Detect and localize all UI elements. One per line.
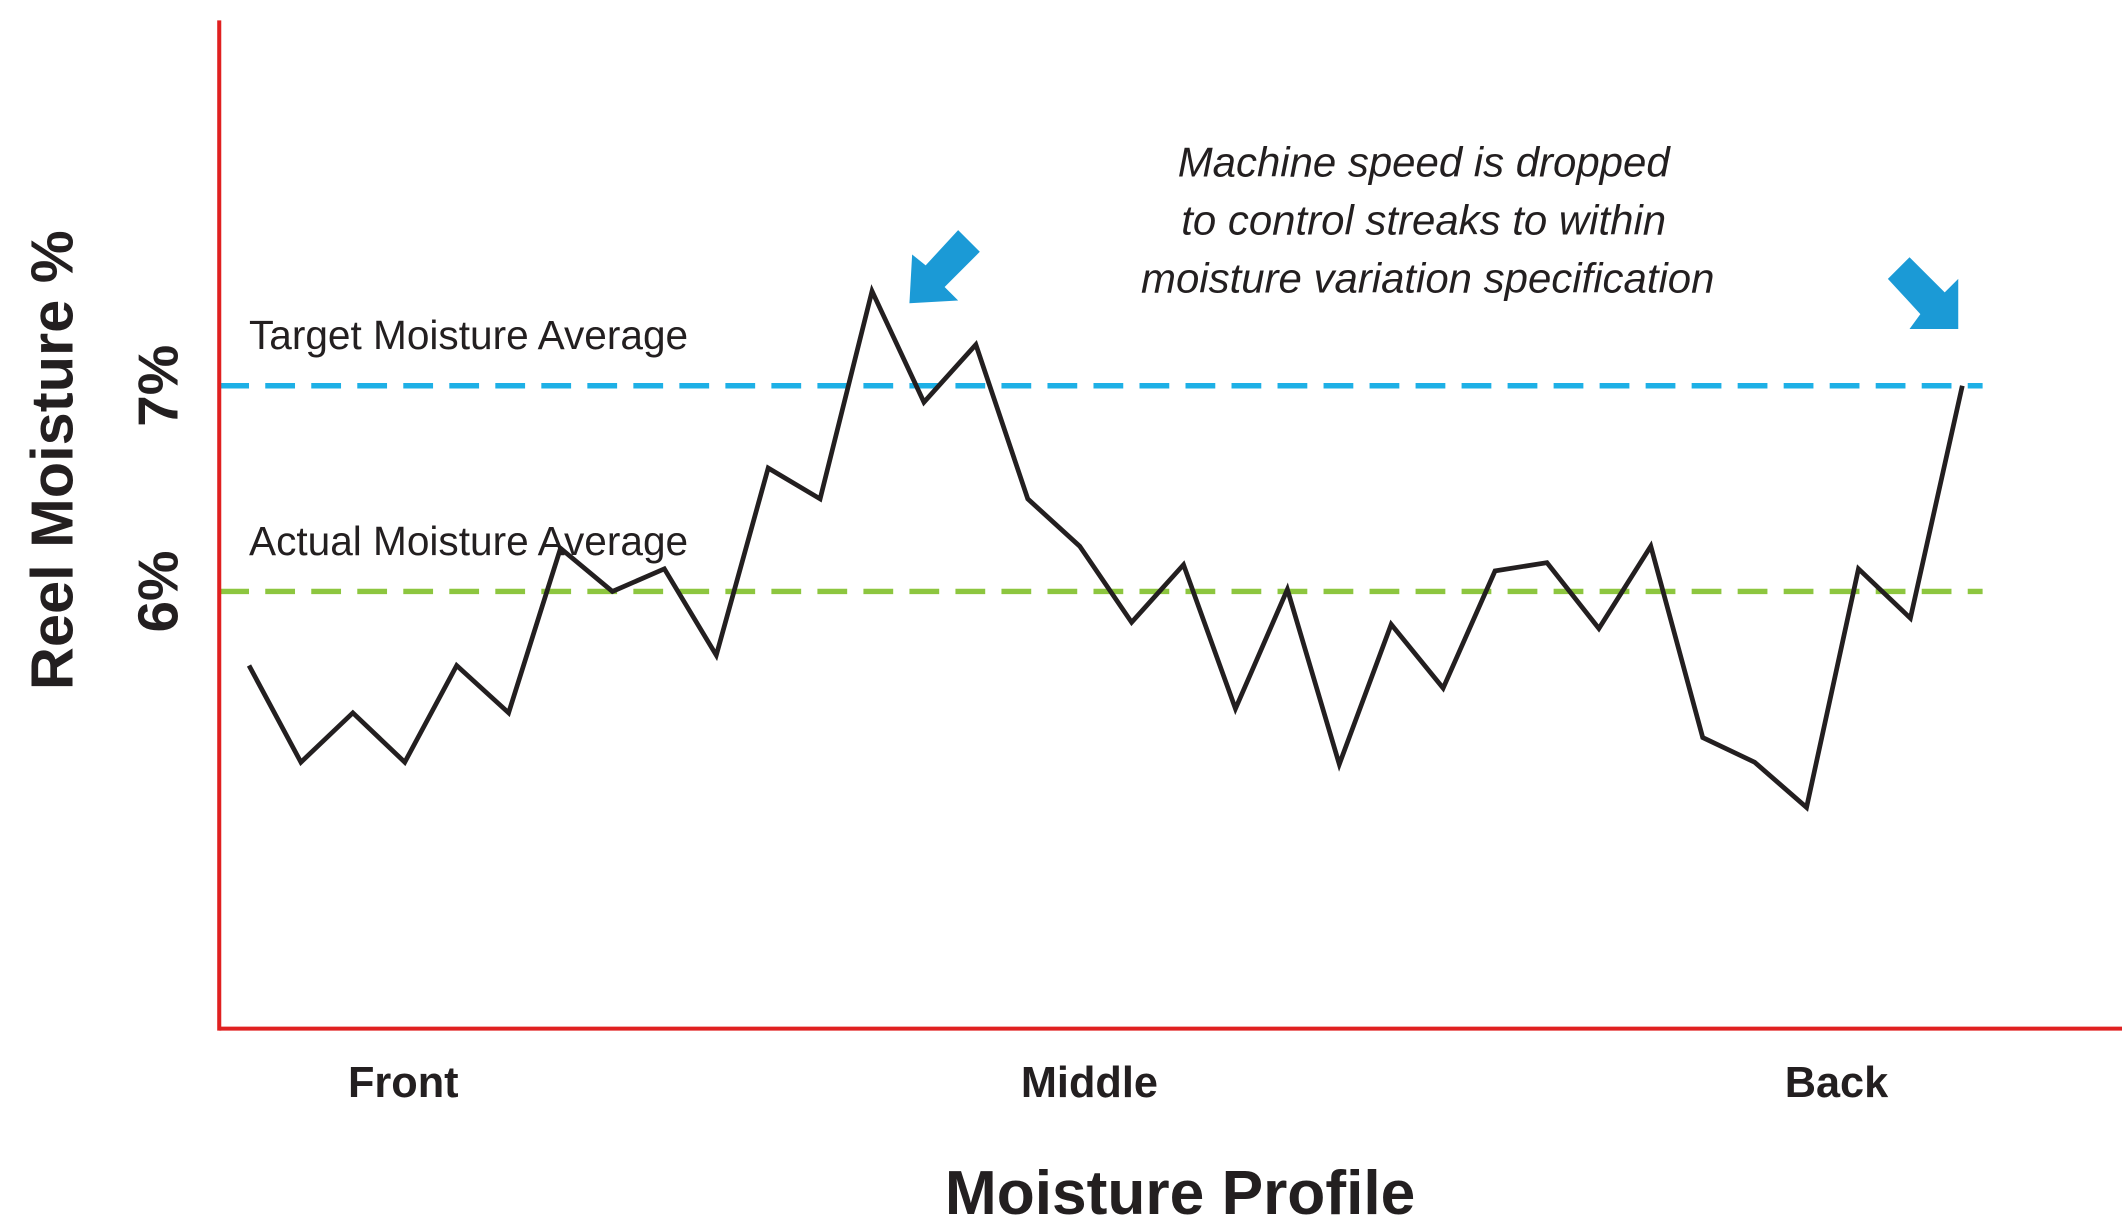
y-tick-label: 6% xyxy=(127,550,190,632)
arrow-right xyxy=(1887,257,1959,329)
y-axis-title: Reel Moisture % xyxy=(19,230,86,690)
reference-label: Target Moisture Average xyxy=(249,312,688,358)
annotation-line: to control streaks to within xyxy=(1181,196,1666,243)
arrows xyxy=(909,230,1959,329)
x-axis-title: Moisture Profile xyxy=(945,1159,1415,1228)
data-line xyxy=(246,284,1965,812)
x-tick-label: Back xyxy=(1785,1059,1889,1107)
annotation: Machine speed is dropped to control stre… xyxy=(1141,138,1714,301)
y-tick-label: 7% xyxy=(127,345,190,427)
annotation-line: moisture variation specification xyxy=(1141,255,1714,302)
x-tick-label: Front xyxy=(348,1059,459,1107)
arrow-left xyxy=(909,230,980,304)
annotation-line: Machine speed is dropped xyxy=(1178,138,1672,185)
reference-label: Actual Moisture Average xyxy=(249,518,688,564)
x-tick-label: Middle xyxy=(1021,1059,1158,1107)
